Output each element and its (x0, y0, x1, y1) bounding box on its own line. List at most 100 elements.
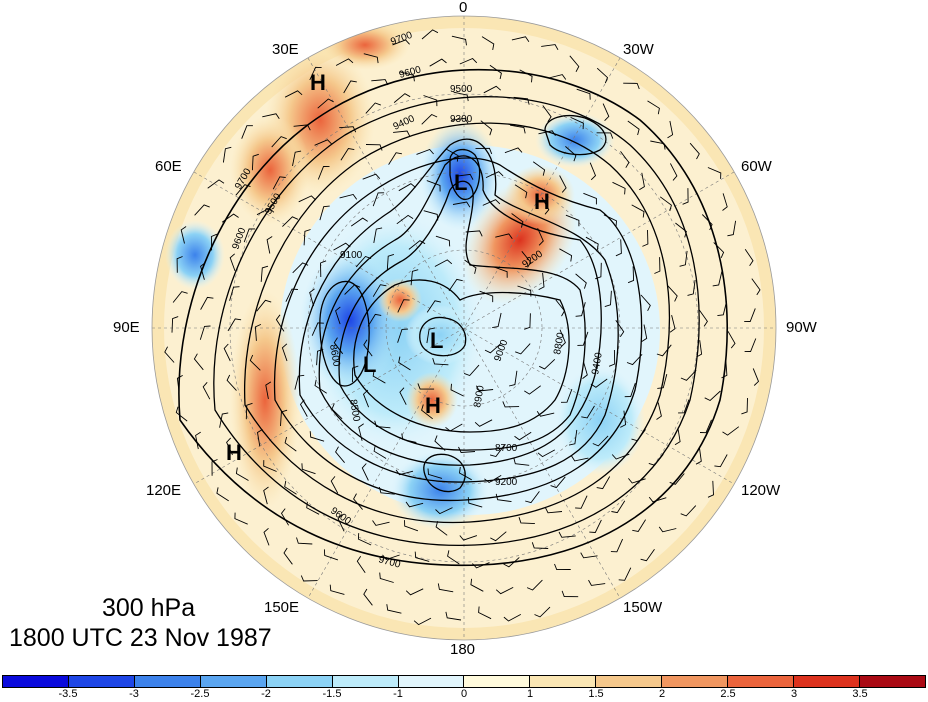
wind-barb (465, 230, 483, 237)
wind-barb (408, 240, 426, 250)
wind-barb (752, 368, 760, 386)
wind-barb (451, 117, 469, 124)
wind-barb (398, 183, 416, 192)
wind-barb (589, 519, 602, 533)
wind-barb (515, 343, 531, 355)
wind-barb (602, 103, 610, 122)
wind-barb (722, 193, 728, 211)
map-boundary (151, 15, 777, 641)
wind-barb (223, 343, 231, 362)
wind-barb (292, 262, 309, 274)
colorbar-segment (859, 676, 925, 687)
wind-barb (176, 256, 183, 273)
wind-barb (226, 437, 233, 456)
colorbar-segment (134, 676, 201, 687)
wind-barb (331, 403, 343, 420)
lon-label-120e: 120E (146, 482, 182, 499)
colorbar-tick-label: -2 (261, 688, 271, 700)
wind-barb (235, 184, 251, 196)
wind-barb (283, 547, 293, 565)
wind-barb (650, 140, 666, 150)
colorbar-segment (662, 676, 729, 687)
wind-barb (251, 153, 259, 171)
wind-barb (320, 260, 327, 278)
wind-barb (590, 378, 608, 388)
wind-barb (316, 348, 324, 366)
wind-barb (654, 257, 661, 274)
wind-barb (211, 459, 218, 476)
colorbar-segment (530, 676, 597, 687)
wind-barb (401, 433, 417, 443)
contour-label: 9300 (450, 114, 473, 125)
wind-barb (263, 527, 270, 546)
colorbar-tick-label: 0 (460, 688, 468, 700)
wind-barb (373, 227, 383, 243)
wind-barb (479, 290, 494, 303)
wind-barb (727, 220, 737, 237)
wind-barb (514, 431, 532, 441)
wind-barb (588, 579, 606, 586)
colorbar-tick-label: 1.5 (588, 688, 604, 700)
wind-barb (421, 29, 439, 40)
wind-barb (437, 583, 454, 593)
wind-barb (330, 476, 339, 494)
wind-barb (356, 556, 366, 574)
wind-barb (727, 331, 736, 349)
wind-barb (299, 399, 308, 417)
wind-barb (284, 90, 303, 98)
wind-barb (517, 285, 532, 297)
wind-barb (172, 291, 188, 303)
wind-barb (582, 361, 588, 379)
wind-barb (372, 370, 386, 384)
wind-barb (222, 146, 232, 163)
wind-barb (626, 353, 643, 366)
wind-barb (207, 179, 225, 189)
wind-barb (484, 343, 502, 354)
wind-barb (534, 606, 551, 618)
wind-barb (445, 611, 462, 621)
lon-label-150e: 150E (264, 599, 300, 616)
low-pressure-marker: L (363, 352, 376, 377)
wind-barb (695, 447, 702, 465)
wind-barb (513, 457, 530, 466)
wind-barb (434, 435, 446, 451)
wind-barb (292, 150, 302, 166)
wind-barb (272, 176, 286, 190)
colorbar-segment (200, 676, 267, 687)
wind-barb (513, 96, 530, 105)
wind-barb (256, 207, 275, 216)
wind-barb (472, 562, 490, 569)
wind-barb (707, 480, 714, 498)
wind-barb (669, 473, 685, 485)
low-pressure-marker: L (430, 328, 443, 353)
wind-barb (570, 116, 584, 130)
colorbar-segment (794, 676, 860, 687)
colorbar-segment (3, 676, 69, 687)
contour-label: 8500 (347, 399, 362, 423)
wind-barb (254, 323, 262, 341)
colorbar-tick-label: -3.5 (58, 688, 78, 700)
wind-barb (417, 383, 435, 390)
wind-barb (675, 222, 687, 238)
wind-barb (623, 82, 640, 90)
wind-barb (398, 356, 411, 371)
wind-barb (459, 466, 472, 481)
wind-barb (687, 280, 696, 296)
wind-barb (489, 64, 502, 80)
wind-barb (355, 255, 372, 268)
wind-barb (317, 166, 330, 180)
wind-barb (333, 242, 351, 251)
wind-barb (492, 312, 502, 329)
wind-barb (620, 151, 630, 168)
wind-barb (615, 239, 622, 257)
wind-barb (365, 102, 381, 114)
wind-barb (410, 269, 419, 286)
lon-label-150w: 150W (623, 599, 663, 616)
wind-barb (596, 67, 609, 84)
wind-barb (489, 445, 505, 458)
wind-barb (632, 519, 646, 533)
wind-barb (565, 214, 580, 227)
wind-barb (751, 278, 761, 296)
wind-barb (423, 210, 439, 221)
wind-barb (696, 340, 703, 358)
